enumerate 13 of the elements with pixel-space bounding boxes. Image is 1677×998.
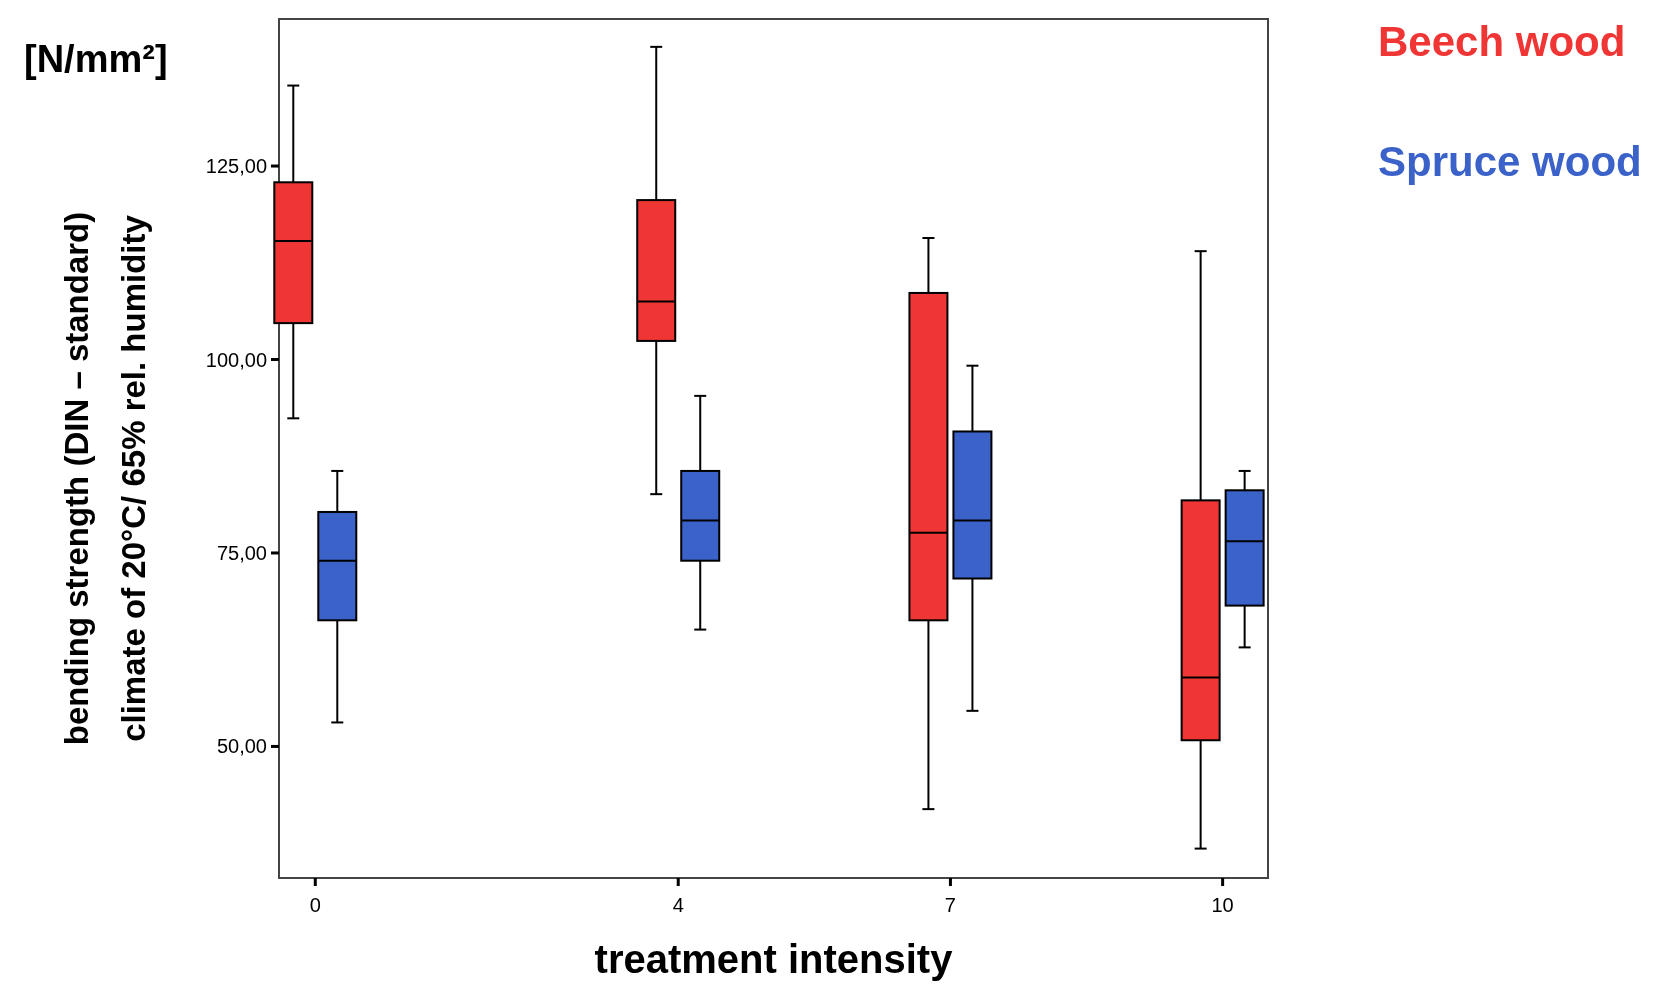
x-tick-label: 10 [1211, 894, 1234, 916]
y-tick-label: 75,00 [216, 541, 267, 564]
x-tick-label: 4 [672, 894, 684, 916]
x-tick-label: 7 [944, 894, 956, 916]
text: Beech wood [1378, 18, 1626, 65]
text: [N/mm²] [24, 38, 168, 80]
x-axis-title: treatment intensity [594, 937, 954, 981]
y-axis-title: bending strength (DIN – standard) climate of 20°C/ 65% rel. humidity [58, 211, 152, 746]
text: Spruce wood [1378, 138, 1642, 185]
y-tick-label: 100,00 [205, 348, 267, 371]
x-tick-label: 0 [309, 894, 321, 916]
y-tick-label: 125,00 [205, 155, 267, 178]
y-tick-label: 50,00 [216, 735, 267, 758]
